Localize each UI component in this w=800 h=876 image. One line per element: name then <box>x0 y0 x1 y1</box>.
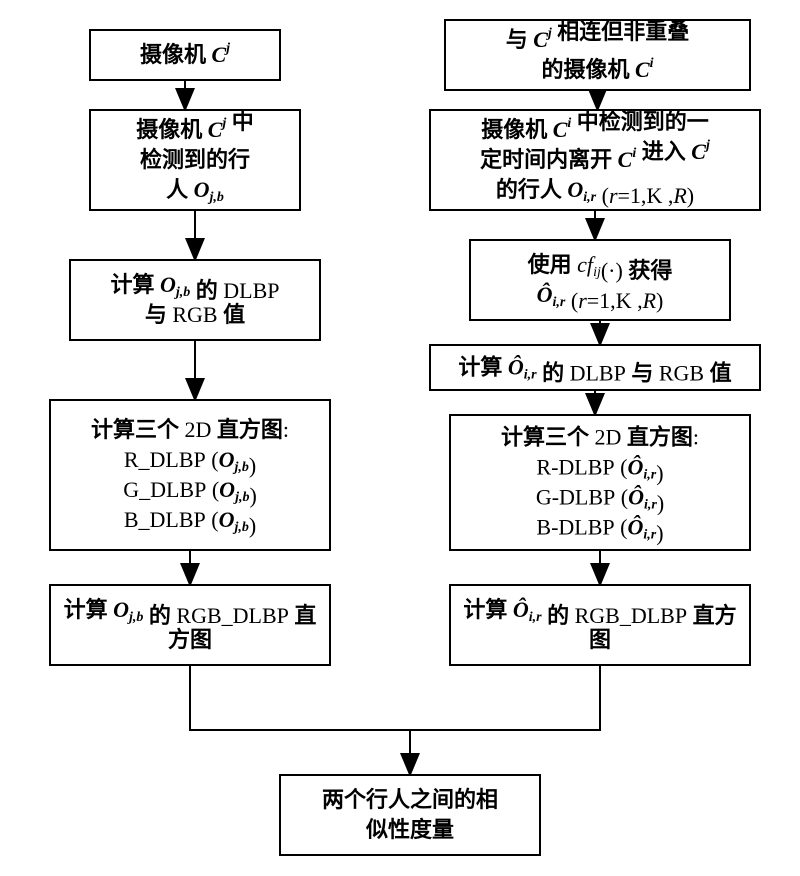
flow-label-line: 图 <box>589 627 611 652</box>
flow-label-line: 检测到的行 <box>140 147 250 172</box>
flow-label-L1: 摄像机 Cj <box>140 41 230 67</box>
flow-label-R2: 摄像机 Ci 中检测到的一定时间内离开 Ci 进入 Cj的行人 Oi,r (r=… <box>480 109 710 208</box>
flow-edge <box>190 665 410 730</box>
flow-label-line: 方图 <box>168 627 212 652</box>
flow-label-line: 两个行人之间的相 <box>322 787 498 812</box>
flow-label-line: 与 RGB 值 <box>145 302 245 327</box>
flow-label-line: 摄像机 Cj <box>140 41 230 67</box>
flow-edge <box>410 665 600 730</box>
flow-label-line: 计算三个 2D 直方图: <box>91 417 289 442</box>
flow-label-line: 的摄像机 Ci <box>541 56 653 82</box>
flow-label-line: 计算三个 2D 直方图: <box>501 425 699 450</box>
flow-label-line: 似性度量 <box>365 817 454 842</box>
